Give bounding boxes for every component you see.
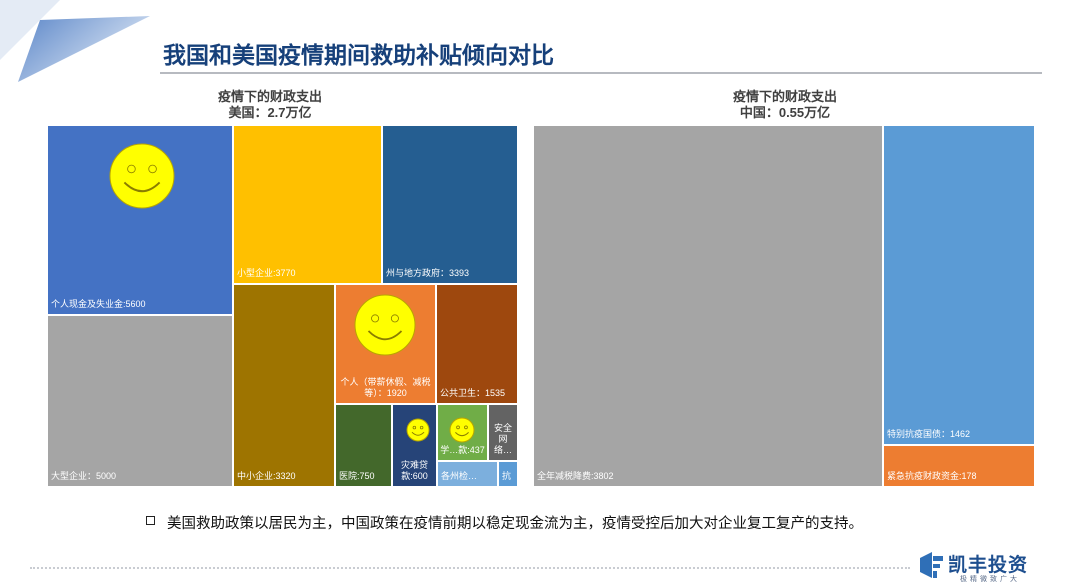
treemap-tile: 小型企业:3770 [234,126,381,283]
company-logo-name: 凯丰投资 [948,555,1029,576]
treemap-tile: 中小企业:3320 [234,285,334,486]
treemap-tile-label: 安全网络… [493,423,512,455]
treemap-tile-label: 全年减税降费:3802 [537,471,614,481]
treemap-tile-label: 州与地方政府：3393 [386,268,470,278]
smiley-face-icon [406,418,430,442]
treemap-tile-label: 大型企业：5000 [51,471,117,481]
company-logo-icon [920,552,943,578]
treemap-tile-label: 中小企业:3320 [237,471,296,481]
smiley-face-icon [449,417,475,443]
treemap-tile-label: 特别抗疫国债：1462 [887,429,971,439]
treemap-tile: 紧急抗疫财政资金:178 [884,446,1034,486]
us-chart-title: 疫情下的财政支出 [217,89,322,104]
bullet-square-icon [146,516,155,525]
cn-chart-heading: 疫情下的财政支出 中国：0.55万亿 [715,89,855,121]
treemap-tile-label: 个人（带薪休假、减税等）：1920 [340,377,431,398]
cn-chart-subtitle: 中国：0.55万亿 [739,105,831,120]
treemap-tile-label: 小型企业:3770 [237,268,296,278]
smiley-face-icon [354,294,416,356]
summary-note: 美国救助政策以居民为主，中国政策在疫情前期以稳定现金流为主，疫情受控后加大对企业… [167,516,863,532]
treemap-tile: 灾难贷款:600 [393,405,436,486]
corner-decoration [0,0,150,82]
treemap-tile-label: 灾难贷款:600 [400,460,428,481]
treemap-tile: 州与地方政府：3393 [383,126,517,283]
treemap-tile-label: 公共卫生：1535 [440,388,506,398]
page-title: 我国和美国疫情期间救助补贴倾向对比 [163,42,554,68]
smiley-face-icon [109,143,175,209]
treemap-tile-label: 抗 [502,471,512,481]
treemap-tile: 公共卫生：1535 [437,285,517,403]
company-logo-slogan: 极精微致广大 [960,576,1020,583]
us-chart-subtitle: 美国：2.7万亿 [228,105,312,120]
treemap-tile: 抗 [499,462,517,486]
treemap-tile: 医院:750 [336,405,391,486]
treemap-tile: 全年减税降费:3802 [534,126,882,486]
treemap-tile-label: 各州检… [441,471,478,481]
cn-chart-title: 疫情下的财政支出 [732,89,837,104]
treemap-tile: 安全网络… [489,405,517,460]
treemap-tile-label: 个人现金及失业金:5600 [51,299,146,309]
treemap-tile-label: 紧急抗疫财政资金:178 [887,471,977,481]
treemap-tile: 大型企业：5000 [48,316,232,486]
treemap-tile-label: 医院:750 [339,471,375,481]
us-chart-heading: 疫情下的财政支出 美国：2.7万亿 [200,89,340,121]
title-divider [160,72,1042,74]
treemap-tile: 各州检… [438,462,497,486]
treemap-tile-label: 学…款:437 [440,445,485,455]
footer-dotted-line [30,567,910,571]
treemap-tile: 特别抗疫国债：1462 [884,126,1034,444]
